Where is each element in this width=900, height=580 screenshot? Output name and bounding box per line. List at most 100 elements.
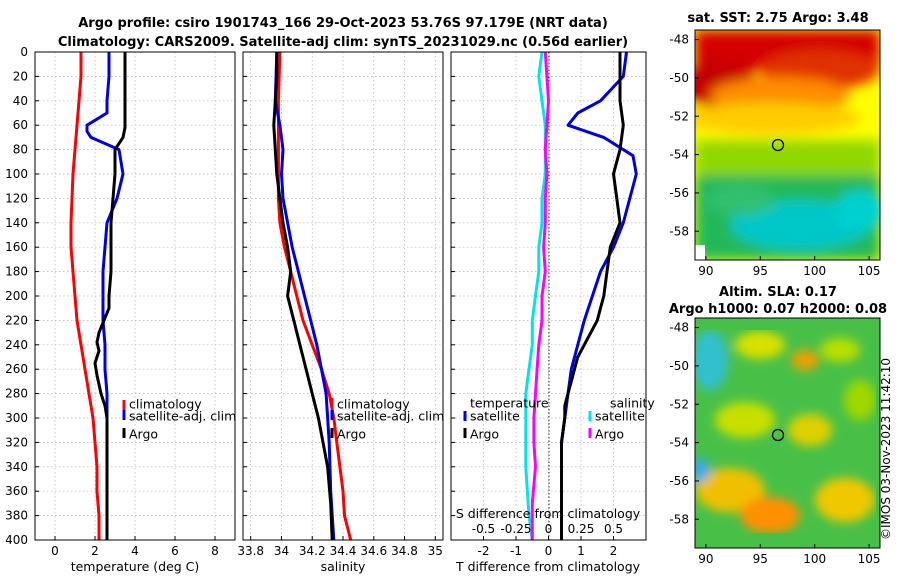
sst-no-data [695,245,705,260]
map-x-tick-label: 90 [698,552,713,566]
s-diff-tick-label: 0.25 [568,522,595,536]
sla-low-patch [695,458,710,482]
s-difference-x-label: S difference from climatology [456,506,641,521]
salinity-x-label: salinity [321,559,366,574]
series-line-temperature-argo [560,52,625,540]
sla-heatmap [695,318,880,548]
temperature-panel: 0 2 4 6 8 0 20 40 60 80 100 120 140 160 180 200 220 240 2… [5,45,236,574]
legend-label-argo: Argo [337,427,366,442]
sla-high-patch [791,350,819,370]
map-y-tick-label: -58 [669,224,689,238]
series-line-salinity-satellite [524,52,547,540]
series-line-salinity-argo [530,52,550,540]
legend-label-satellite: satellite-adj. clim [129,409,236,424]
y-tick-label: 320 [5,435,28,449]
x-tick-label: 2 [91,544,99,558]
map-x-tick-label: 90 [698,264,713,278]
sla-high-patch [815,478,875,522]
sst-argo-marker [771,138,785,152]
figure-title-line-2: Climatology: CARS2009. Satellite-adj cli… [58,35,628,50]
s-diff-tick-label: -0.5 [472,522,495,536]
sst-cold-eddy [730,200,870,250]
series-line-climatology [69,52,101,540]
x-tick-label: 8 [211,544,219,558]
s-diff-tick-label: -0.25 [500,522,531,536]
map-y-tick-label: -54 [669,148,689,162]
map-y-tick-label: -54 [669,436,689,450]
map-x-tick-label: 100 [803,264,826,278]
sst-colour-blobs [695,30,880,260]
temperature-lines [69,52,127,540]
t-difference-x-label: T difference from climatology [455,559,641,574]
y-tick-label: 180 [5,265,28,279]
x-tick-label: 34.4 [330,544,357,558]
map-y-tick-label: -56 [669,474,689,488]
x-tick-label: -1 [510,544,522,558]
map-x-tick-label: 105 [858,552,881,566]
legend-label-s-argo: Argo [595,427,624,442]
sla-map-panel: Altim. SLA: 0.17 Argo h1000: 0.07 h2000:… [669,285,887,566]
y-tick-label: 0 [20,45,28,59]
sla-argo-marker [771,428,785,442]
salinity-panel: 33.8 34 34.2 34.4 34.6 34.8 35 salinity climat… [237,51,444,574]
legend-label-satellite: satellite-adj. clim [337,409,444,424]
salinity-lines [272,52,353,540]
y-tick-label: 80 [13,143,28,157]
figure-title-line-1: Argo profile: csiro 1901743_166 29-Oct-2… [78,16,608,31]
map-y-tick-label: -50 [669,71,689,85]
y-tick-label: 160 [5,240,28,254]
legend-label-s-satellite: satellite [595,409,645,424]
temperature-grid [35,51,235,541]
x-tick-label: 0 [51,544,59,558]
copyright-stamp: ©IMOS 03-Nov-2023 11:42:10 [879,358,893,540]
temperature-ticks: 0 2 4 6 8 [35,51,219,558]
y-tick-label: 20 [13,69,28,83]
legend-label-climatology: climatology [337,397,410,412]
sst-axes-box [694,29,881,261]
sst-heatmap [695,30,880,260]
x-tick-label: 34.8 [391,544,418,558]
sla-high-patch [820,338,860,362]
sla-colour-blobs [695,330,876,533]
y-tick-label: 140 [5,216,28,230]
series-line-satellite-adj-clim [273,52,336,540]
map-y-tick-label: -50 [669,359,689,373]
y-tick-label: 400 [5,533,28,547]
x-tick-label: 6 [171,544,179,558]
series-line-argo [93,52,127,540]
difference-lines [524,52,638,540]
s-diff-tick-label: 0 [545,522,553,536]
legend-label-t-argo: Argo [470,427,499,442]
s-diff-tick-label: 0.5 [604,522,623,536]
salinity-ticks: 33.8 34 34.2 34.4 34.6 34.8 35 [237,51,443,558]
map-x-tick-label: 95 [753,264,768,278]
sla-high-patch [735,331,785,359]
map-x-tick-label: 105 [858,264,881,278]
salinity-legend: climatology satellite-adj. clim Argo [330,397,444,442]
sst-yellow-band [695,102,860,134]
sst-map-panel: sat. SST: 2.75 Argo: 3.48 90 95 100 105 -48 -… [669,11,881,278]
map-y-tick-label: -58 [669,512,689,526]
x-tick-label: 34.2 [299,544,326,558]
series-line-argo [272,52,334,540]
x-tick-label: 0 [545,544,553,558]
y-tick-label: 100 [5,167,28,181]
y-tick-label: 280 [5,387,28,401]
x-tick-label: 1 [577,544,585,558]
y-tick-label: 240 [5,338,28,352]
legend-label-t-satellite: satellite [470,409,520,424]
sla-ticks: 90 95 100 105 -48 -50 -52 -54 -56 -58 [669,321,880,566]
sla-high-patch [844,380,876,420]
y-tick-label: 120 [5,191,28,205]
difference-legend: temperature salinity satellite Argo sate… [463,396,655,442]
x-tick-label: 4 [131,544,139,558]
y-tick-label: 340 [5,460,28,474]
y-tick-label: 200 [5,289,28,303]
y-tick-label: 360 [5,484,28,498]
sst-ticks: 90 95 100 105 -48 -50 -52 -54 -56 -58 [669,33,880,278]
sla-high-patch [695,468,765,512]
y-tick-label: 60 [13,118,28,132]
legend-label-argo: Argo [129,427,158,442]
y-tick-label: 260 [5,362,28,376]
